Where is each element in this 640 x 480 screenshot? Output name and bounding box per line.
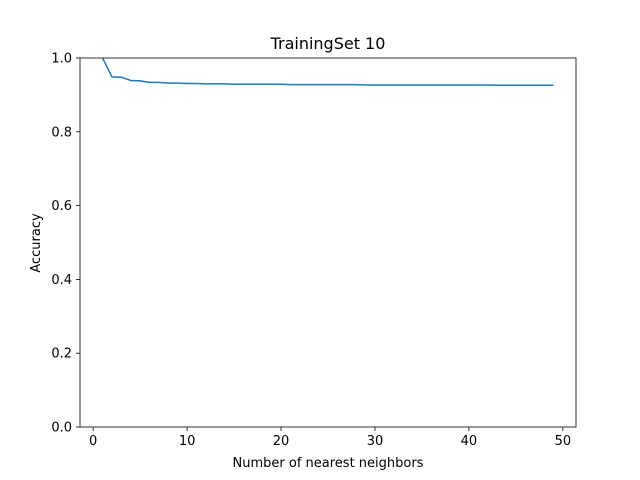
axes-frame bbox=[79, 57, 577, 428]
y-axis-label: Accuracy bbox=[29, 213, 44, 273]
x-tick-label: 10 bbox=[179, 434, 196, 449]
y-tick-label: 1.0 bbox=[51, 52, 72, 67]
x-axis-label: Number of nearest neighbors bbox=[233, 456, 424, 471]
y-axis-ticks: 0.0 0.2 0.4 0.6 0.8 1.0 bbox=[51, 52, 80, 436]
series-line-0 bbox=[101, 58, 554, 87]
y-tick-label: 0.8 bbox=[51, 125, 72, 140]
y-tick-label: 0.4 bbox=[51, 273, 72, 288]
chart-title: TrainingSet 10 bbox=[270, 34, 386, 53]
y-tick-label: 0.6 bbox=[51, 199, 72, 214]
x-tick-label: 30 bbox=[367, 434, 384, 449]
y-tick-label: 0.2 bbox=[51, 347, 72, 362]
x-axis-ticks: 0 10 20 30 40 50 bbox=[89, 427, 571, 449]
x-tick-label: 40 bbox=[461, 434, 478, 449]
x-tick-label: 0 bbox=[89, 434, 97, 449]
plot-area bbox=[79, 57, 577, 428]
x-tick-label: 50 bbox=[555, 434, 572, 449]
y-tick-label: 0.0 bbox=[51, 421, 72, 436]
x-tick-label: 20 bbox=[273, 434, 290, 449]
